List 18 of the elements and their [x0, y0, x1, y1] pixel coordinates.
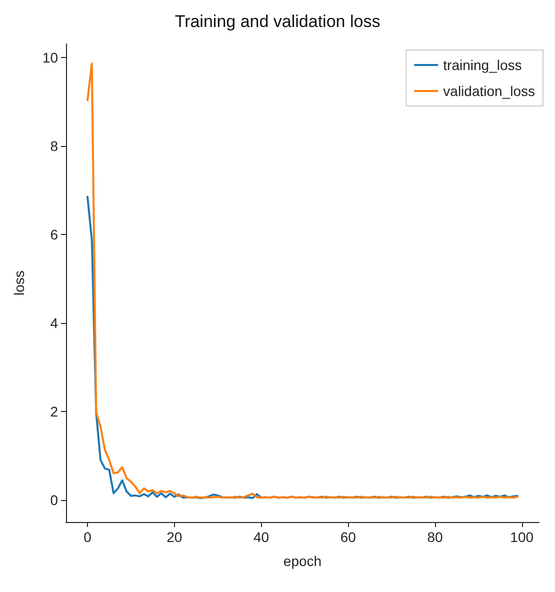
y-tick-label: 2	[50, 403, 58, 420]
y-tick-label: 0	[50, 492, 58, 508]
x-tick-label: 100	[510, 529, 534, 545]
line-series	[86, 196, 518, 500]
x-tick-label: 40	[253, 529, 270, 545]
y-tick-label: 10	[42, 49, 58, 66]
legend-label: validation_loss	[443, 83, 536, 99]
x-tick-label: 20	[166, 529, 182, 545]
x-axis-title: epoch	[283, 553, 322, 569]
y-axis-title: loss	[11, 270, 27, 296]
y-tick-label: 4	[50, 314, 58, 331]
x-tick-label: 0	[84, 529, 92, 545]
y-tick-label: 6	[50, 226, 58, 242]
x-tick-label: 80	[427, 529, 443, 545]
y-tick-label: 8	[50, 138, 58, 154]
chart-title: Training and validation loss	[174, 12, 380, 31]
legend-label: training_loss	[443, 57, 522, 73]
x-tick-label: 60	[340, 529, 356, 545]
